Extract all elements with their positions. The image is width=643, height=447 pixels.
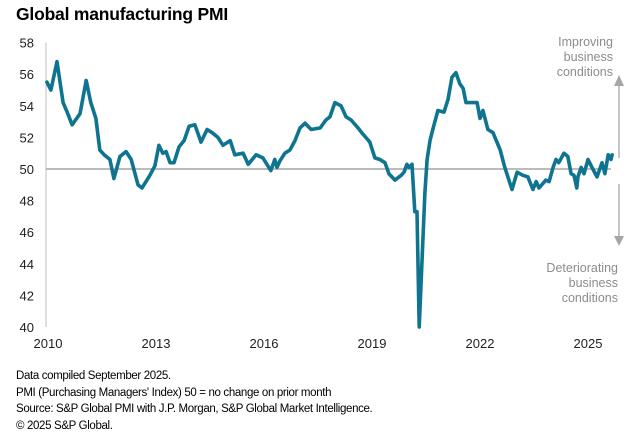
footer-source: Source: S&P Global PMI with J.P. Morgan,… [16,403,373,415]
y-tick-label: 40 [20,320,34,335]
y-tick-label: 58 [20,36,34,51]
x-tick-label: 2016 [250,336,279,351]
annotation-deteriorating-line: business [569,276,618,290]
y-tick-label: 46 [20,225,34,240]
annotation-deteriorating-line: conditions [562,291,618,305]
y-tick-label: 44 [20,257,34,272]
chart-title: Global manufacturing PMI [16,4,229,24]
x-tick-label: 2022 [466,336,495,351]
x-tick-label: 2013 [142,336,171,351]
annotation-improving-line: conditions [557,65,613,79]
y-tick-label: 48 [20,194,34,209]
pmi-line-chart: 40 42 44 46 48 50 52 54 56 58 2010 2013 2016 2019 202… [20,35,624,351]
x-tick-label: 2025 [574,336,603,351]
footer-copyright: © 2025 S&P Global. [16,419,113,432]
y-tick-label: 54 [20,99,34,114]
chart-footer: Data compiled September 2025. PMI (Purch… [16,368,373,434]
x-axis-ticks: 2010 2013 2016 2019 2022 2025 [34,336,603,351]
y-axis-ticks: 40 42 44 46 48 50 52 54 56 58 [20,36,34,335]
y-tick-label: 52 [20,130,34,145]
x-tick-label: 2010 [34,336,63,351]
arrow-down-icon [614,236,624,246]
footer-pmi-definition: PMI (Purchasing Managers' Index) 50 = no… [16,386,332,399]
annotation-deteriorating-line: Deteriorating [546,261,618,275]
y-tick-label: 42 [20,288,34,303]
annotation-improving-line: business [564,50,613,64]
y-tick-label: 50 [20,162,34,177]
y-tick-label: 56 [20,67,34,82]
series-line-global-pmi [45,59,614,329]
arrow-up-icon [614,75,624,86]
x-tick-label: 2019 [358,336,387,351]
annotations: ImprovingbusinessconditionsDeteriorating… [546,35,624,305]
annotation-improving-line: Improving [558,35,613,49]
footer-data-compiled: Data compiled September 2025. [16,370,171,382]
